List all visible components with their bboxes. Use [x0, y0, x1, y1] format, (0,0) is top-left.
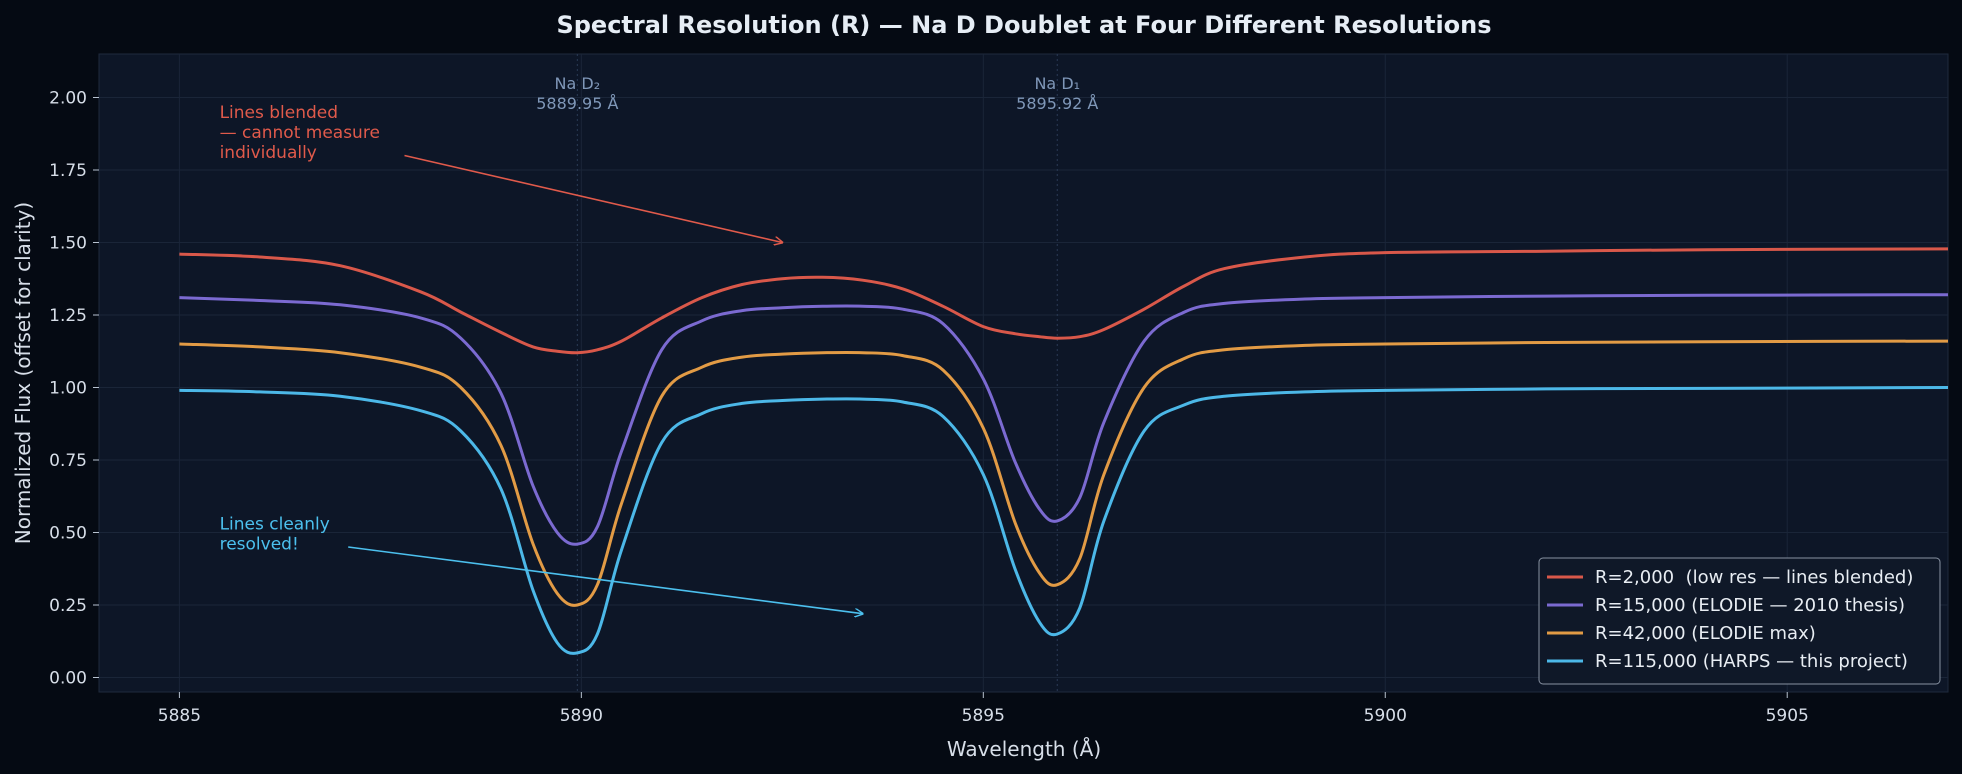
legend: R=2,000 (low res — lines blended) R=15,00…: [1538, 557, 1941, 685]
y-tick-label: 0.25: [49, 596, 87, 616]
x-tick-label: 5900: [1364, 706, 1407, 726]
annotation-text: Lines cleanly: [220, 515, 330, 535]
y-tick-label: 1.75: [49, 161, 87, 181]
y-tick-label: 0.00: [49, 669, 87, 689]
annotation-arrow: [348, 546, 863, 614]
line-marker-name: Na D₂: [555, 74, 601, 93]
y-tick-label: 1.00: [49, 379, 87, 399]
x-tick-label: 5895: [962, 706, 1005, 726]
series-lines: [179, 247, 1949, 655]
series-line-3: [179, 386, 1949, 655]
x-axis-label: Wavelength (Å): [947, 737, 1101, 761]
y-tick-label: 0.50: [49, 524, 87, 544]
chart-title: Spectral Resolution (R) — Na D Doublet a…: [556, 11, 1491, 39]
line-marker-name: Na D₁: [1034, 74, 1080, 93]
series-line-1: [179, 293, 1949, 546]
y-tick-label: 1.50: [49, 234, 87, 254]
annotation-text: resolved!: [220, 535, 299, 555]
line-marker-wavelength: 5889.95 Å: [536, 94, 618, 113]
legend-label: R=2,000 (low res — lines blended): [1595, 567, 1913, 588]
x-tick-label: 5905: [1766, 706, 1809, 726]
y-axis-ticks: 0.00 0.25 0.50 0.75 1.00 1.25 1.50 1.75 2.00: [49, 89, 99, 689]
y-axis-label: Normalized Flux (offset for clarity): [11, 202, 35, 544]
series-line-0: [179, 247, 1949, 355]
y-tick-label: 0.75: [49, 451, 87, 471]
y-tick-label: 1.25: [49, 306, 87, 326]
annotation-text: — cannot measure: [220, 123, 380, 143]
x-tick-label: 5890: [560, 706, 603, 726]
x-axis-ticks: 5885 5890 5895 5900 5905: [158, 692, 1809, 726]
annotation-text: Lines blended: [220, 103, 338, 123]
series-line-2: [179, 339, 1949, 607]
annotation-arrow: [404, 154, 782, 243]
legend-label: R=15,000 (ELODIE — 2010 thesis): [1595, 595, 1905, 616]
legend-label: R=115,000 (HARPS — this project): [1595, 651, 1908, 672]
legend-box: [1538, 557, 1941, 685]
x-tick-label: 5885: [158, 706, 201, 726]
y-tick-label: 2.00: [49, 89, 87, 109]
legend-label: R=42,000 (ELODIE max): [1595, 623, 1816, 644]
annotations: Lines blended— cannot measureindividuall…: [220, 103, 863, 614]
line-marker-wavelength: 5895.92 Å: [1016, 94, 1098, 113]
annotation-text: individually: [220, 143, 317, 163]
